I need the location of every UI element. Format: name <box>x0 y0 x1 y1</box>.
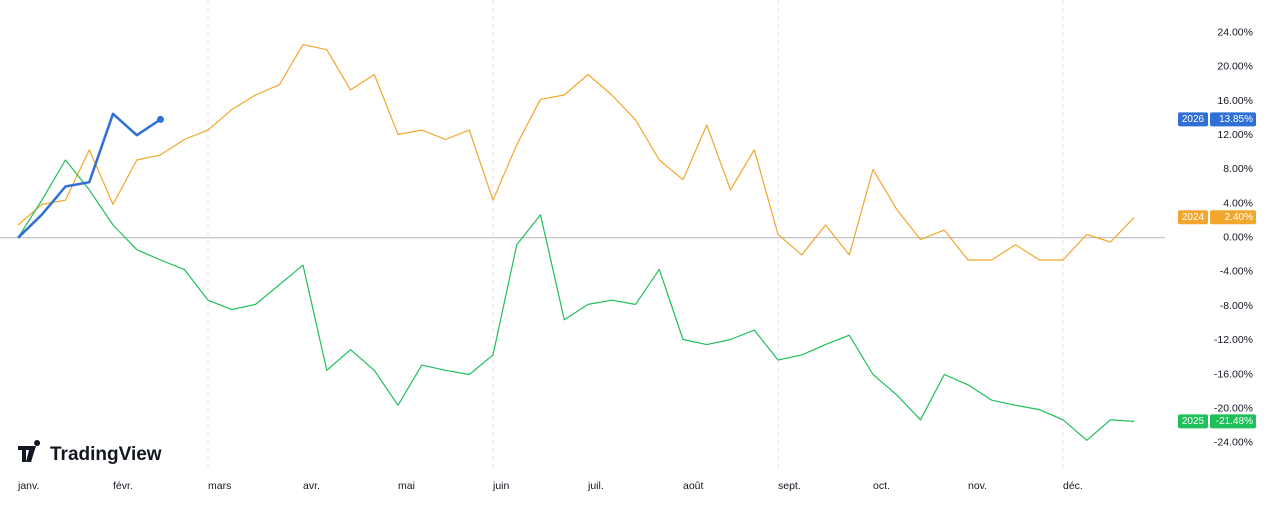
y-tick-label: -24.00% <box>1214 437 1253 449</box>
tag-value-box <box>1210 210 1256 225</box>
y-tick-label: 4.00% <box>1223 197 1253 209</box>
tag-name-box <box>1178 210 1208 225</box>
x-tick-label: janv. <box>17 480 39 492</box>
x-tick-label: mai <box>398 480 415 492</box>
y-tick-label: -16.00% <box>1214 368 1253 380</box>
y-tick-label: 24.00% <box>1217 26 1253 38</box>
x-tick-label: avr. <box>303 480 320 492</box>
value-label: 13.85% <box>1219 114 1253 125</box>
logo-icon <box>18 440 41 462</box>
x-tick-label: mars <box>208 480 231 492</box>
legend-label: 2025 <box>1182 416 1205 427</box>
y-tick-label: 8.00% <box>1223 163 1253 175</box>
logo: TradingView <box>18 440 162 465</box>
x-tick-label: août <box>683 480 704 492</box>
y-tick-label: -12.00% <box>1214 334 1253 346</box>
series-line <box>17 112 162 239</box>
value-label: 2.40% <box>1225 212 1253 223</box>
tag-name-box <box>1178 414 1208 429</box>
y-tick-label: 20.00% <box>1217 61 1253 73</box>
y-tick-label: -8.00% <box>1220 300 1253 312</box>
series-line <box>17 44 1135 261</box>
x-tick-label: juil. <box>587 480 604 492</box>
tag-value-box <box>1210 414 1256 429</box>
legend-label: 2024 <box>1182 212 1205 223</box>
y-tick-label: -4.00% <box>1220 266 1253 278</box>
y-tick-label: -20.00% <box>1214 402 1253 414</box>
y-tick-label: 12.00% <box>1217 129 1253 141</box>
x-tick-label: oct. <box>873 480 890 492</box>
end-dot <box>157 115 164 123</box>
x-tick-label: déc. <box>1063 480 1083 492</box>
legend-label: 2026 <box>1182 114 1205 125</box>
x-tick-label: sept. <box>778 480 801 492</box>
x-tick-label: nov. <box>968 480 987 492</box>
series-line <box>17 159 1135 441</box>
tag-value-box <box>1210 112 1256 127</box>
tag-name-box <box>1178 112 1208 127</box>
y-tick-label: 0.00% <box>1223 232 1253 244</box>
x-tick-label: juin <box>492 480 510 492</box>
value-label: -21.48% <box>1216 416 1253 427</box>
x-tick-label: févr. <box>113 480 133 492</box>
watermark: TradingView <box>50 444 162 465</box>
y-tick-label: 16.00% <box>1217 95 1253 107</box>
